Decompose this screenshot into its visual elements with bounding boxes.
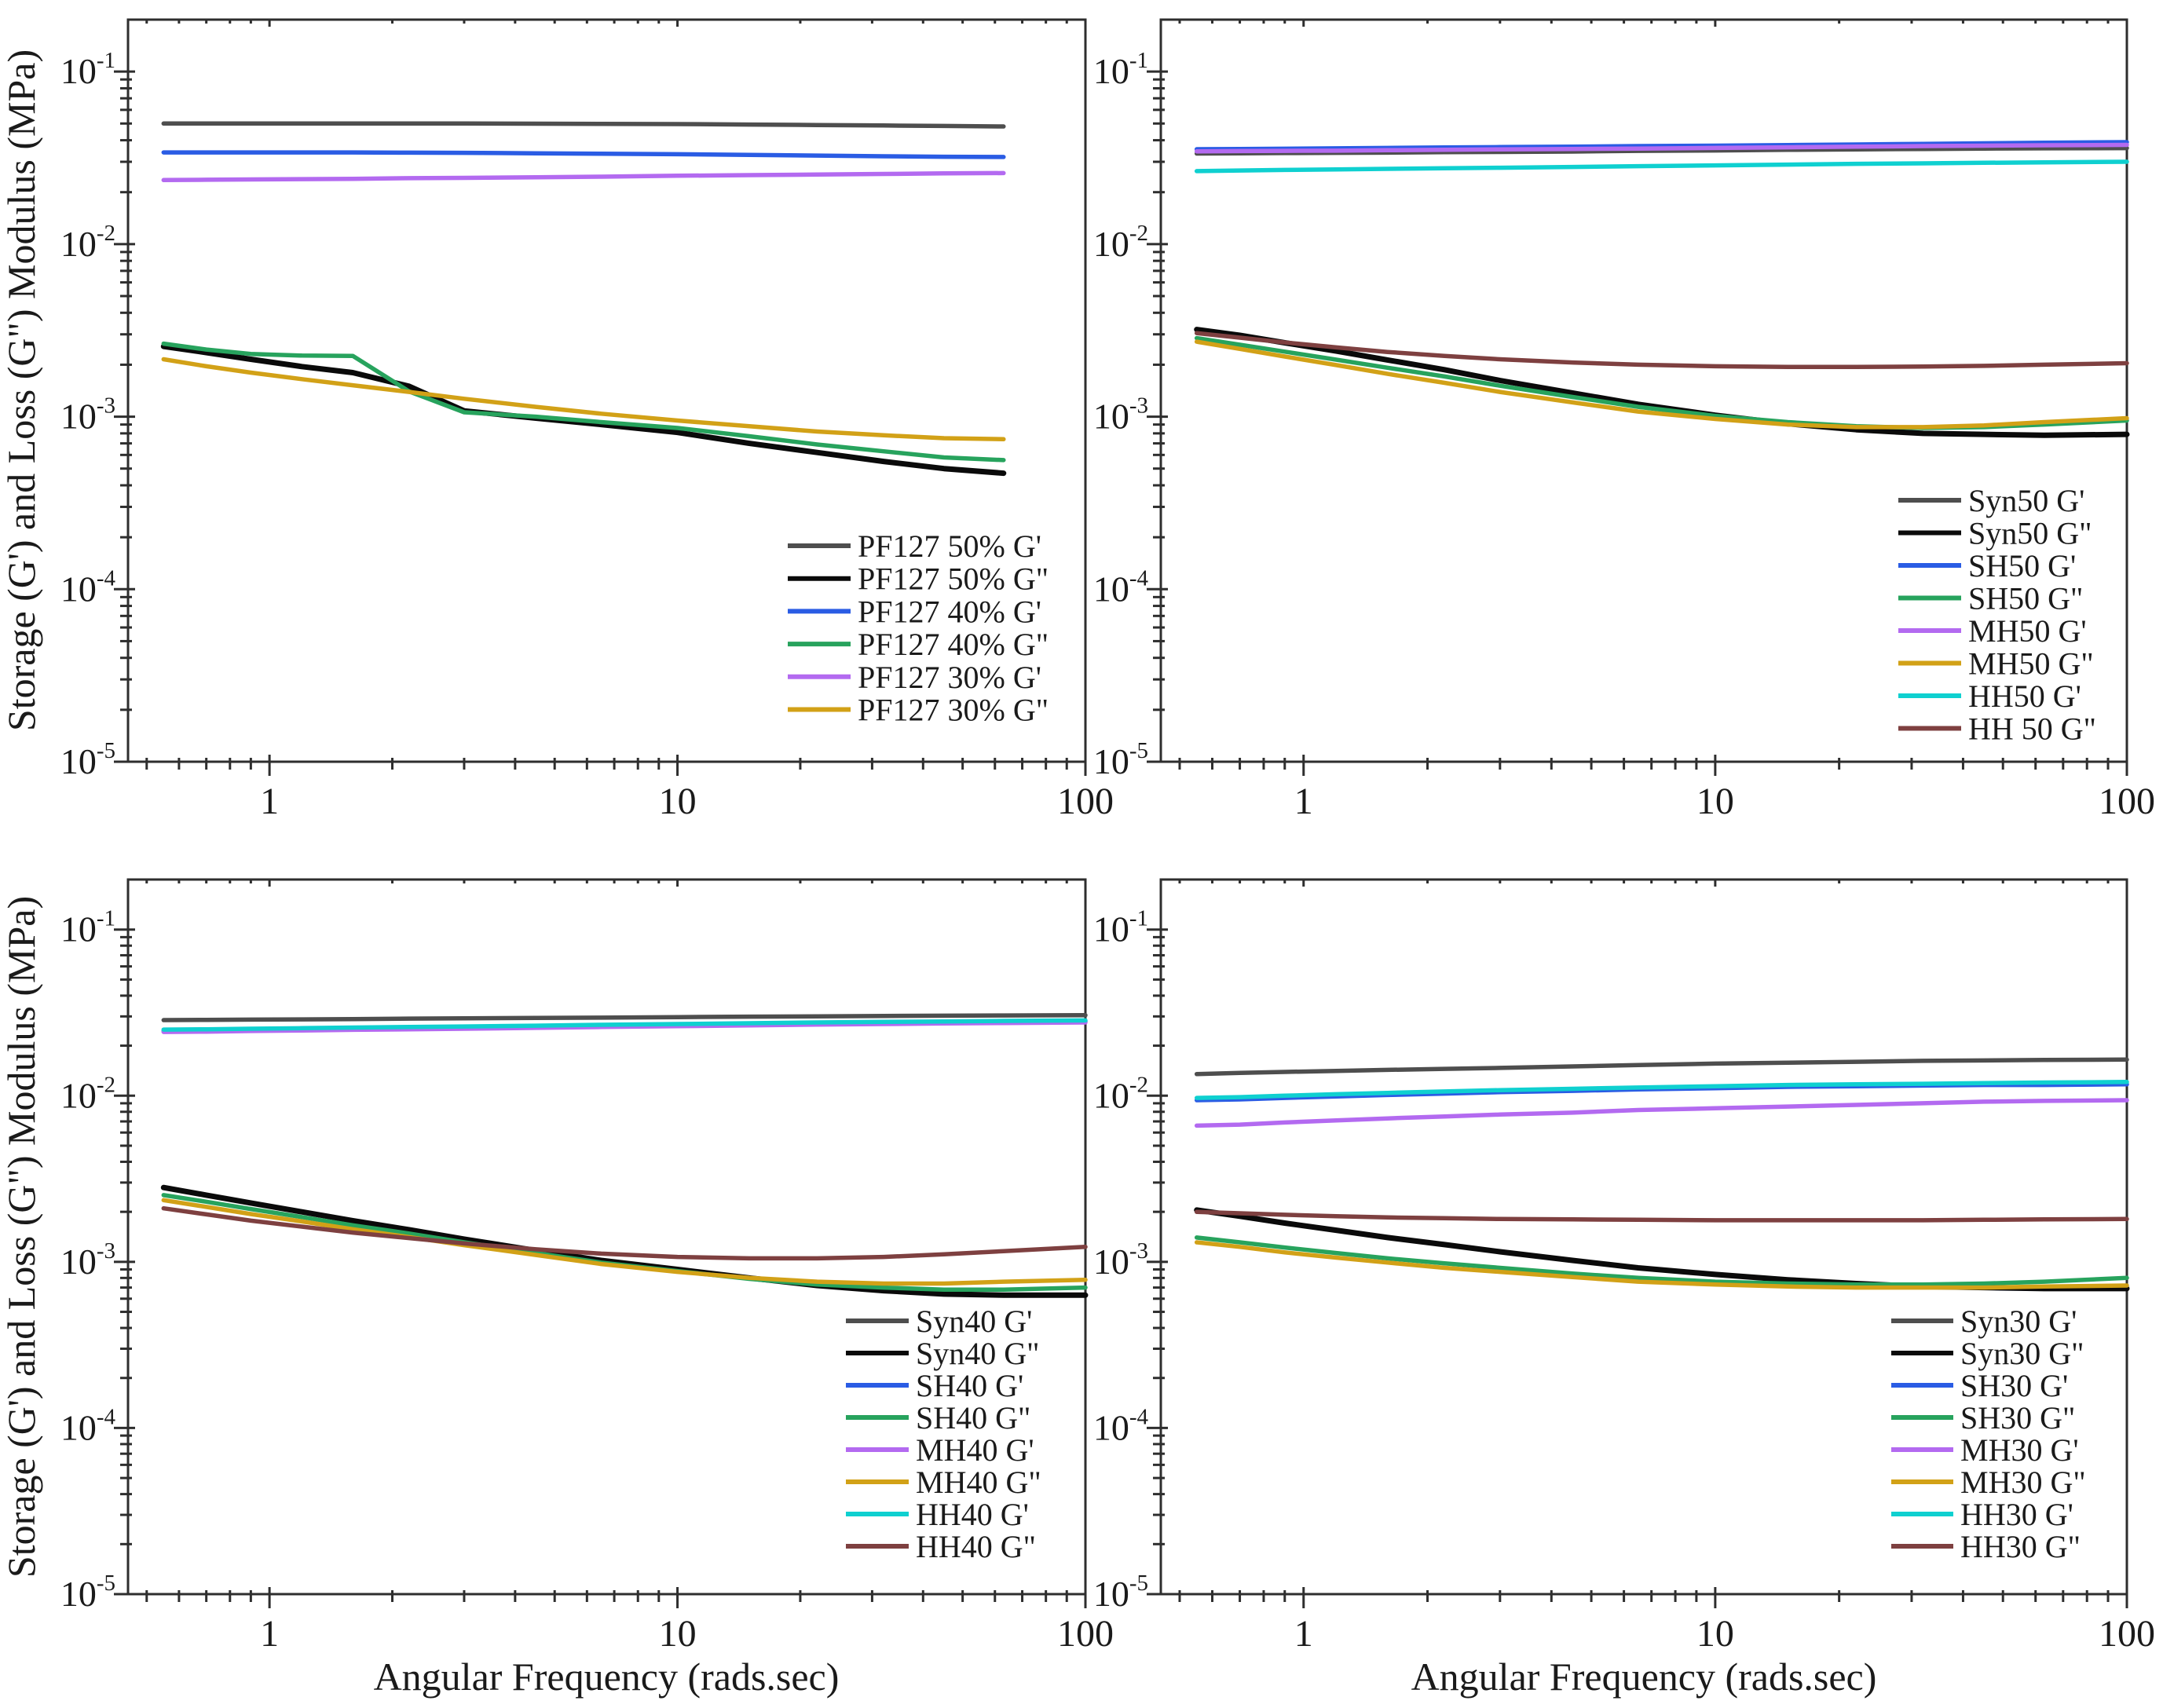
legend-label: Syn50 G" [1968,516,2092,551]
y-tick-label: 10-4 [1093,565,1149,609]
y-tick-label: 10-3 [1093,393,1148,437]
x-tick-label: 10 [659,1613,697,1655]
legend-label: PF127 50% G" [858,561,1049,597]
legend-label: MH30 G" [1960,1465,2086,1500]
y-tick-label: 10-1 [1093,906,1148,949]
y-tick-label: 10-2 [60,1072,115,1115]
legend-label: MH40 G' [916,1432,1034,1468]
plot-box [126,18,1087,763]
series-line-mh50-g- [1194,339,2129,430]
legend-label: Syn30 G" [1960,1336,2084,1371]
series-line-mh30-g- [1194,1240,2129,1290]
legend-label: PF127 30% G' [858,660,1041,695]
legend-label: HH 50 G" [1968,711,2096,747]
series-line-syn40-g- [161,1013,1088,1022]
legend-label: HH30 G" [1960,1529,2081,1564]
x-tick-label: 100 [2099,781,2155,822]
series-line-hh30-g- [1194,1209,2129,1223]
y-tick-label: 10-3 [1093,1238,1148,1282]
legend-label: Syn40 G' [916,1304,1032,1339]
y-tick-label: 10-1 [60,906,115,949]
legend-label: SH50 G' [1968,548,2076,583]
chart-panel-bottom-left: 1 10 100 10-1 10-2 10-3 10-4 10-5 Syn40 G'Syn40 … [60,878,1114,1655]
y-axis-label-top-row: Storage (G') and Loss (G") Modulus (MPa) [0,49,43,731]
y-tick-label: 10-3 [60,1238,115,1282]
legend-label: PF127 40% G" [858,627,1049,662]
y-tick-label: 10-4 [60,1404,116,1447]
plot-box [1159,878,2128,1596]
legend-label: MH50 G" [1968,646,2094,682]
x-tick-label: 1 [1294,1613,1313,1655]
series-line-pf127-50-g- [161,121,1006,129]
series-line-hh50-g- [1194,159,2129,174]
legend-label: PF127 40% G' [858,594,1041,629]
y-axis-label-bottom-row: Storage (G') and Loss (G") Modulus (MPa) [0,896,43,1578]
x-tick-label: 1 [260,1613,279,1655]
x-tick-label: 10 [1696,781,1734,822]
x-axis-label-left: Angular Frequency (rads.sec) [374,1655,840,1699]
y-tick-label: 10-5 [1093,738,1148,781]
legend-label: HH40 G' [916,1497,1029,1532]
series-line-hh40-g- [161,1205,1088,1261]
series-line-pf127-30-g- [161,170,1006,183]
series-line-syn40-g- [160,1184,1089,1298]
y-tick-label: 10-3 [60,393,115,437]
y-tick-label: 10-5 [1093,1571,1148,1614]
series-line-syn30-g- [1194,1057,2129,1077]
legend-label: PF127 50% G' [858,528,1041,564]
legend-label: MH40 G" [916,1465,1041,1500]
legend-label: Syn40 G" [916,1336,1039,1371]
x-tick-label: 100 [1057,781,1114,822]
series-line-pf127-30-g- [161,357,1006,442]
series-line-mh30-g- [1194,1098,2129,1128]
chart-panel-top-right: 1 10 100 10-1 10-2 10-3 10-4 10-5 Syn50 G'Syn50 … [1093,18,2155,822]
y-tick-label: 10-5 [60,1571,115,1614]
series-line-hh30-g- [1194,1080,2129,1100]
series-line-hh-50-g- [1194,331,2129,370]
legend-label: SH30 G' [1960,1368,2068,1403]
legend-label: HH30 G' [1960,1497,2073,1532]
legend-label: PF127 30% G" [858,693,1049,728]
chart-panel-bottom-right: 1 10 100 10-1 10-2 10-3 10-4 10-5 Syn30 G'Syn30 … [1093,878,2155,1655]
y-tick-label: 10-4 [60,565,116,609]
y-tick-label: 10-2 [1093,1072,1148,1115]
legend-label: HH40 G" [916,1529,1036,1564]
series-line-hh40-g- [161,1018,1088,1032]
x-tick-label: 10 [659,781,697,822]
series-line-sh50-g- [1194,140,2129,152]
series-line-sh30-g- [1194,1235,2129,1287]
x-tick-label: 10 [1696,1613,1734,1655]
series-line-pf127-40-g- [161,150,1006,159]
legend-label: SH40 G" [916,1400,1030,1436]
plot-box [126,878,1087,1596]
legend-label: SH40 G' [916,1368,1023,1403]
y-tick-label: 10-1 [1093,48,1148,91]
x-axis-label-right: Angular Frequency (rads.sec) [1411,1655,1877,1699]
legend-label: Syn30 G' [1960,1304,2077,1339]
x-tick-label: 1 [260,781,279,822]
legend-label: SH30 G" [1960,1400,2075,1436]
legend-label: MH30 G' [1960,1432,2079,1468]
legend-label: SH50 G" [1968,581,2083,616]
x-tick-label: 100 [2099,1613,2155,1655]
y-tick-label: 10-5 [60,738,115,781]
series-line-mh40-g- [161,1198,1088,1286]
series-line-mh50-g- [1194,142,2129,154]
y-tick-label: 10-4 [1093,1404,1149,1447]
y-tick-label: 10-2 [1093,221,1148,264]
legend-label: Syn50 G' [1968,483,2084,518]
x-tick-label: 1 [1294,781,1313,822]
y-tick-label: 10-2 [60,221,115,264]
x-tick-label: 100 [1057,1613,1114,1655]
legend-label: MH50 G' [1968,613,2087,649]
y-tick-label: 10-1 [60,48,115,91]
series-line-pf127-40-g- [161,341,1006,463]
plot-box [1159,18,2128,763]
legend-label: HH50 G' [1968,678,2081,714]
